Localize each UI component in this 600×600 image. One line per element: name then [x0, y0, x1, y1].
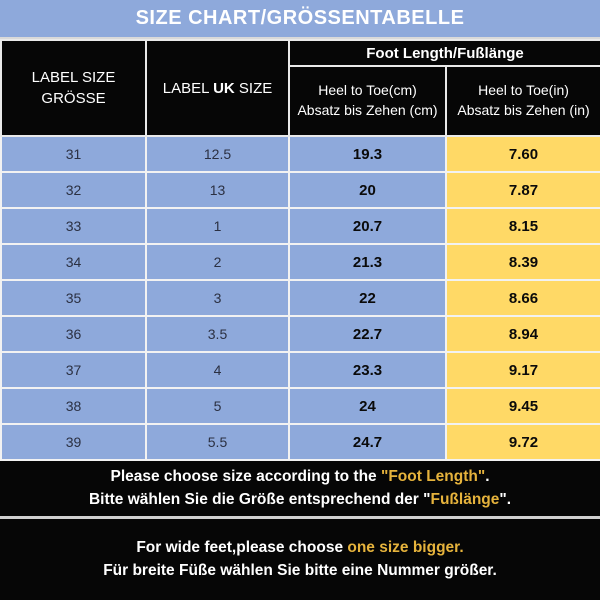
header-heel-to-toe-cm: Heel to Toe(cm) Absatz bis Zehen (cm): [288, 65, 447, 137]
inch-cell: 8.39: [444, 243, 600, 281]
cm-cell: 22.7: [288, 315, 447, 353]
inch-cell: 9.45: [444, 387, 600, 425]
table-row: 34 2 21.3 8.39: [0, 243, 600, 281]
header-foot-length: Foot Length/Fußlänge: [287, 39, 600, 67]
uk-size-cell: 3: [145, 279, 290, 317]
label-size-cell: 37: [0, 351, 147, 389]
label-size-cell: 36: [0, 315, 147, 353]
size-table-body: 31 12.5 19.3 7.60 32 13 20 7.87 33 1 20.…: [0, 135, 600, 461]
note-wide-feet-line-de: Für breite Füße wählen Sie bitte eine Nu…: [103, 561, 497, 579]
cm-cell: 21.3: [288, 243, 447, 281]
inch-cell: 7.87: [444, 171, 600, 209]
cm-cell: 20: [288, 171, 447, 209]
label-size-cell: 31: [0, 135, 147, 173]
inch-cell: 8.94: [444, 315, 600, 353]
header-label-size: LABEL SIZE GRÖSSE: [0, 39, 147, 137]
table-row: 33 1 20.7 8.15: [0, 207, 600, 245]
inch-cell: 9.17: [444, 351, 600, 389]
cm-cell: 24.7: [288, 423, 447, 461]
label-size-cell: 35: [0, 279, 147, 317]
inch-cell: 9.72: [444, 423, 600, 461]
inch-cell: 7.60: [444, 135, 600, 173]
table-row: 37 4 23.3 9.17: [0, 351, 600, 389]
table-row: 35 3 22 8.66: [0, 279, 600, 317]
size-table: LABEL SIZE GRÖSSE LABEL UK SIZE Foot Len…: [0, 39, 600, 461]
header-label-size-line1: LABEL SIZE: [31, 69, 116, 86]
uk-size-cell: 4: [145, 351, 290, 389]
label-size-cell: 33: [0, 207, 147, 245]
header-label-size-line2: GRÖSSE: [41, 90, 106, 107]
label-size-cell: 38: [0, 387, 147, 425]
uk-size-cell: 5.5: [145, 423, 290, 461]
header-uk-size: LABEL UK SIZE: [145, 39, 290, 137]
note-wide-feet: For wide feet,please choose one size big…: [0, 519, 600, 600]
table-row: 36 3.5 22.7 8.94: [0, 315, 600, 353]
inch-cell: 8.66: [444, 279, 600, 317]
table-row: 31 12.5 19.3 7.60: [0, 135, 600, 173]
cm-cell: 22: [288, 279, 447, 317]
table-row: 32 13 20 7.87: [0, 171, 600, 209]
highlight-fusslaenge: Fußlänge: [430, 490, 500, 508]
cm-cell: 24: [288, 387, 447, 425]
note-foot-length-line-en: Please choose size according to the "Foo…: [110, 468, 490, 486]
cm-cell: 23.3: [288, 351, 447, 389]
label-size-cell: 32: [0, 171, 147, 209]
uk-size-cell: 2: [145, 243, 290, 281]
note-wide-feet-line-en: For wide feet,please choose one size big…: [136, 539, 464, 557]
uk-size-cell: 1: [145, 207, 290, 245]
note-foot-length: Please choose size according to the "Foo…: [0, 461, 600, 516]
label-size-cell: 39: [0, 423, 147, 461]
note-foot-length-line-de: Bitte wählen Sie die Größe entsprechend …: [88, 490, 512, 508]
size-table-header: LABEL SIZE GRÖSSE LABEL UK SIZE Foot Len…: [0, 39, 600, 137]
page-title: SIZE CHART/GRÖSSENTABELLE: [0, 0, 600, 39]
cm-cell: 20.7: [288, 207, 447, 245]
inch-cell: 8.15: [444, 207, 600, 245]
uk-size-cell: 3.5: [145, 315, 290, 353]
notes-divider: [0, 516, 600, 519]
highlight-one-size-bigger: one size bigger.: [347, 539, 464, 557]
uk-size-cell: 5: [145, 387, 290, 425]
table-row: 38 5 24 9.45: [0, 387, 600, 425]
highlight-foot-length: "Foot Length": [380, 468, 486, 486]
uk-size-cell: 12.5: [145, 135, 290, 173]
table-row: 39 5.5 24.7 9.72: [0, 423, 600, 461]
uk-size-cell: 13: [145, 171, 290, 209]
cm-cell: 19.3: [288, 135, 447, 173]
label-size-cell: 34: [0, 243, 147, 281]
footer-notes: Please choose size according to the "Foo…: [0, 461, 600, 600]
header-heel-to-toe-in: Heel to Toe(in) Absatz bis Zehen (in): [444, 65, 600, 137]
